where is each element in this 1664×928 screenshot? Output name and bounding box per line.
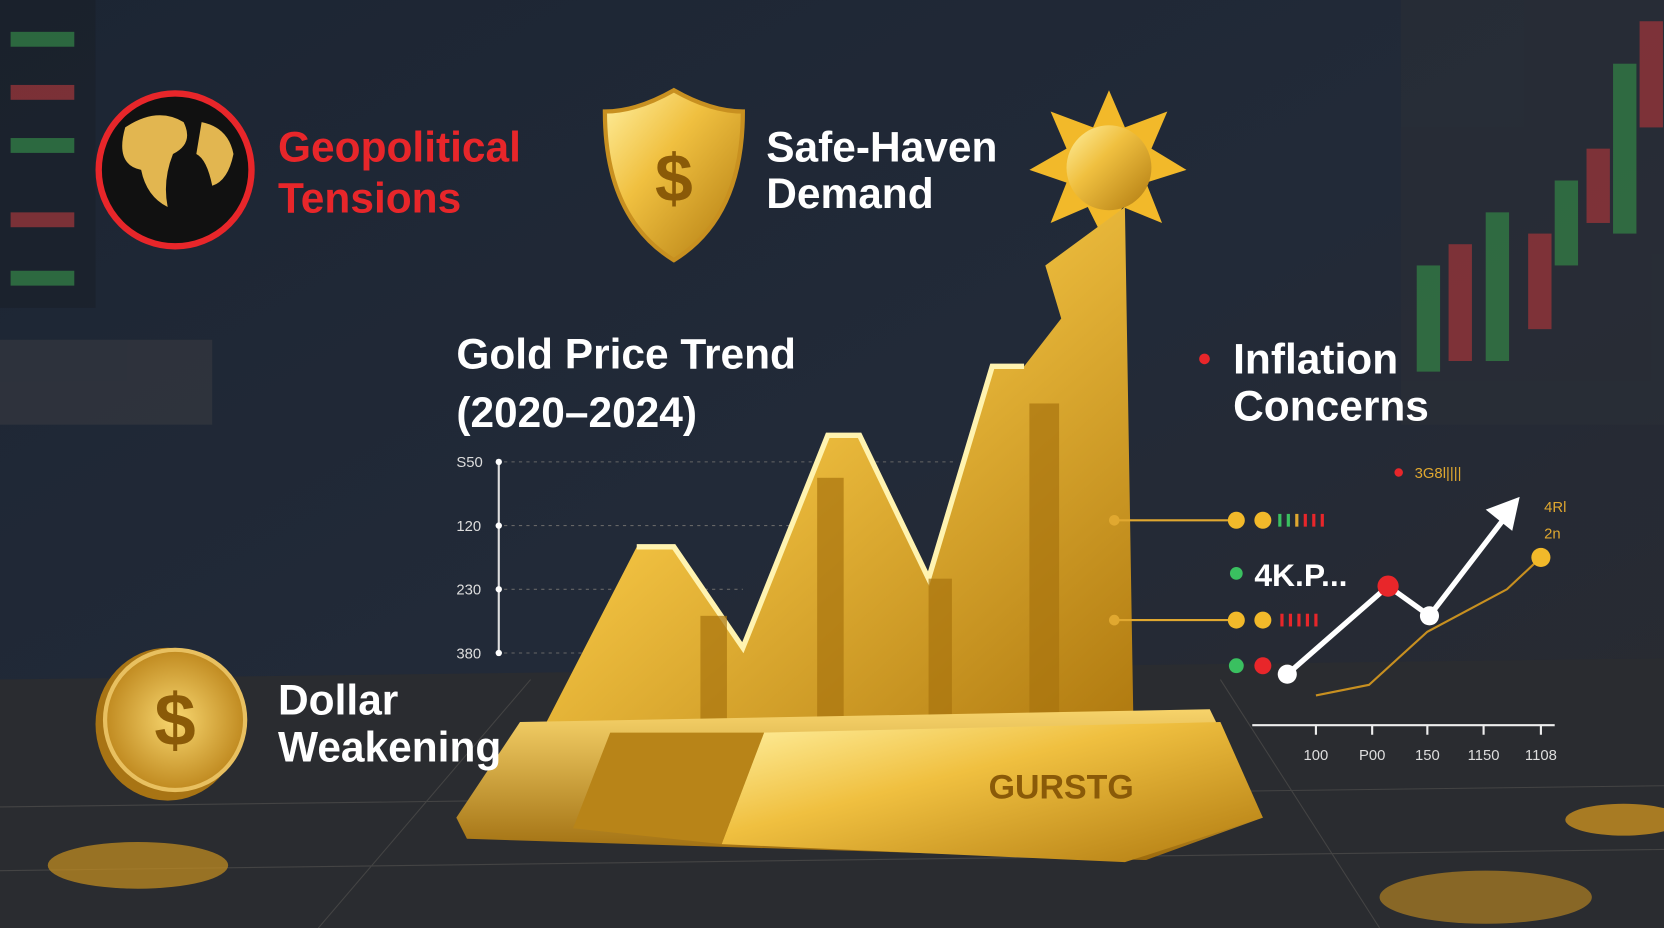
globe-icon: [95, 90, 255, 250]
mini-x-label: P00: [1359, 748, 1385, 764]
mini-x-label: 150: [1415, 748, 1440, 764]
connectors: [1108, 511, 1324, 675]
label-text: Inflation: [1233, 336, 1398, 383]
label-text: Safe-Haven: [766, 123, 997, 170]
mini-corner-label: 4Rl: [1544, 500, 1566, 516]
label-text: Weakening: [278, 723, 501, 770]
shield-icon: $: [602, 87, 745, 263]
label-text: Geopolitical: [278, 123, 521, 170]
chart-title: (2020–2024): [456, 389, 697, 436]
background-candles: [0, 0, 1664, 425]
coin-icon: $: [95, 647, 248, 801]
label-text: Dollar: [278, 677, 398, 724]
mini-x-label: 100: [1304, 748, 1329, 764]
bullet: [1199, 353, 1210, 365]
axis-label: S50: [456, 455, 482, 471]
axis-label: 380: [456, 646, 481, 662]
sun-icon: [1029, 90, 1187, 239]
label-text: Tensions: [278, 174, 461, 221]
mini-x-label: 1108: [1525, 748, 1557, 764]
gold-sculpture: [456, 207, 1263, 863]
svg-text:$: $: [655, 142, 693, 217]
mini-x-label: 1150: [1468, 748, 1500, 764]
label-text: Concerns: [1233, 382, 1429, 429]
chart-title: Gold Price Trend: [456, 330, 796, 377]
mini-chart: [1252, 468, 1555, 735]
svg-text:$: $: [154, 678, 195, 761]
axis-label: 230: [456, 583, 481, 599]
label-text: Demand: [766, 170, 933, 217]
axis-label: 120: [456, 519, 481, 535]
floor-coins: [47, 803, 1664, 924]
bar-label: GURSTG: [989, 768, 1134, 806]
mini-corner-label: 2n: [1544, 526, 1561, 542]
side-label: 4K.P...: [1254, 557, 1347, 593]
mini-legend: 3G8l||||: [1415, 466, 1462, 482]
